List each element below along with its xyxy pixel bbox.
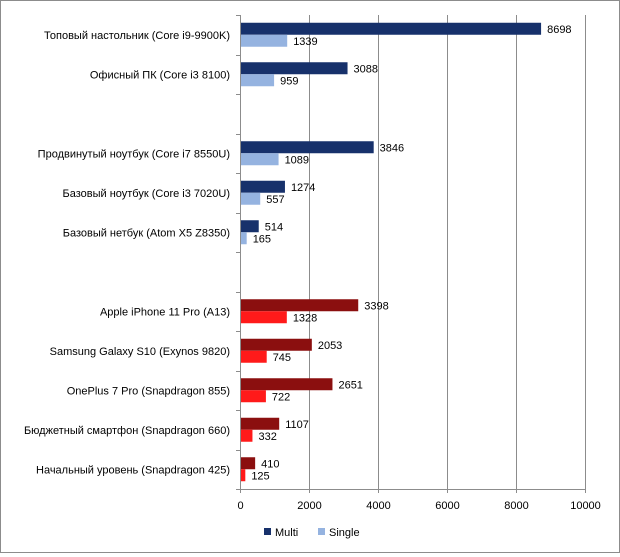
bar-single-10 — [241, 429, 253, 442]
bar-multi-3 — [241, 141, 374, 154]
bar-multi-11 — [241, 457, 256, 470]
bar-multi-9 — [241, 378, 333, 391]
value-label-multi-1: 3088 — [354, 63, 378, 75]
bar-multi-7 — [241, 299, 359, 312]
bar-single-7 — [241, 311, 287, 324]
x-tick-label-4000: 4000 — [366, 500, 390, 512]
value-label-single-4: 557 — [266, 194, 284, 206]
bar-multi-5 — [241, 220, 259, 233]
value-label-multi-3: 3846 — [380, 142, 404, 154]
bar-multi-0 — [241, 22, 542, 35]
value-label-multi-5: 514 — [265, 221, 283, 233]
category-label-4: Базовый ноутбук (Core i3 7020U) — [63, 188, 231, 200]
legend: Multi Single — [264, 527, 360, 539]
x-tick-label-10000: 10000 — [570, 500, 601, 512]
value-label-multi-11: 410 — [261, 458, 279, 470]
value-label-multi-0: 8698 — [547, 24, 571, 36]
value-label-single-11: 125 — [251, 470, 269, 482]
bar-multi-4 — [241, 180, 285, 193]
value-label-single-5: 165 — [253, 233, 271, 245]
category-labels: Топовый настольник (Core i9-9900K) Офисны… — [24, 30, 230, 477]
legend-label-multi: Multi — [275, 527, 298, 539]
category-label-5: Базовый нетбук (Atom X5 Z8350) — [63, 227, 230, 239]
bar-single-3 — [241, 153, 279, 166]
grid-lines — [309, 15, 586, 489]
value-label-single-8: 745 — [273, 352, 291, 364]
value-label-single-9: 722 — [272, 391, 290, 403]
value-label-single-10: 332 — [258, 431, 276, 443]
bar-single-0 — [241, 34, 288, 47]
category-label-10: Бюджетный смартфон (Snapdragon 660) — [24, 425, 230, 437]
bar-single-11 — [241, 469, 246, 482]
category-label-7: Apple iPhone 11 Pro (A13) — [100, 306, 230, 318]
bar-single-4 — [241, 192, 261, 205]
category-label-9: OnePlus 7 Pro (Snapdragon 855) — [67, 385, 230, 397]
bar-multi-1 — [241, 62, 348, 75]
bars — [241, 22, 542, 482]
bar-multi-10 — [241, 417, 280, 430]
value-label-single-1: 959 — [280, 75, 298, 87]
bar-single-9 — [241, 390, 266, 403]
category-label-1: Офисный ПК (Core i3 8100) — [90, 69, 230, 81]
value-label-multi-8: 2053 — [318, 340, 342, 352]
value-label-multi-9: 2651 — [338, 379, 362, 391]
x-tick-label-0: 0 — [237, 500, 243, 512]
value-label-multi-7: 3398 — [364, 300, 388, 312]
category-label-0: Топовый настольник (Core i9-9900K) — [44, 30, 230, 42]
x-tick-label-8000: 8000 — [504, 500, 528, 512]
value-label-single-7: 1328 — [293, 312, 317, 324]
x-tick-label-2000: 2000 — [297, 500, 321, 512]
value-label-single-3: 1089 — [285, 154, 309, 166]
bar-multi-8 — [241, 338, 312, 351]
value-label-multi-4: 1274 — [291, 182, 315, 194]
bar-single-5 — [241, 232, 247, 245]
legend-label-single: Single — [329, 527, 360, 539]
value-label-multi-10: 1107 — [285, 419, 309, 431]
category-label-3: Продвинутый ноутбук (Core i7 8550U) — [38, 148, 230, 160]
category-label-11: Начальный уровень (Snapdragon 425) — [36, 464, 230, 476]
legend-swatch-single — [318, 528, 325, 535]
category-label-8: Samsung Galaxy S10 (Exynos 9820) — [50, 346, 230, 358]
axes — [236, 15, 586, 493]
legend-swatch-multi — [264, 528, 271, 535]
bar-single-1 — [241, 74, 275, 87]
value-label-single-0: 1339 — [293, 36, 317, 48]
x-tick-labels: 0 2000 4000 6000 8000 10000 — [237, 500, 600, 512]
x-tick-label-6000: 6000 — [435, 500, 459, 512]
bar-single-8 — [241, 350, 267, 363]
